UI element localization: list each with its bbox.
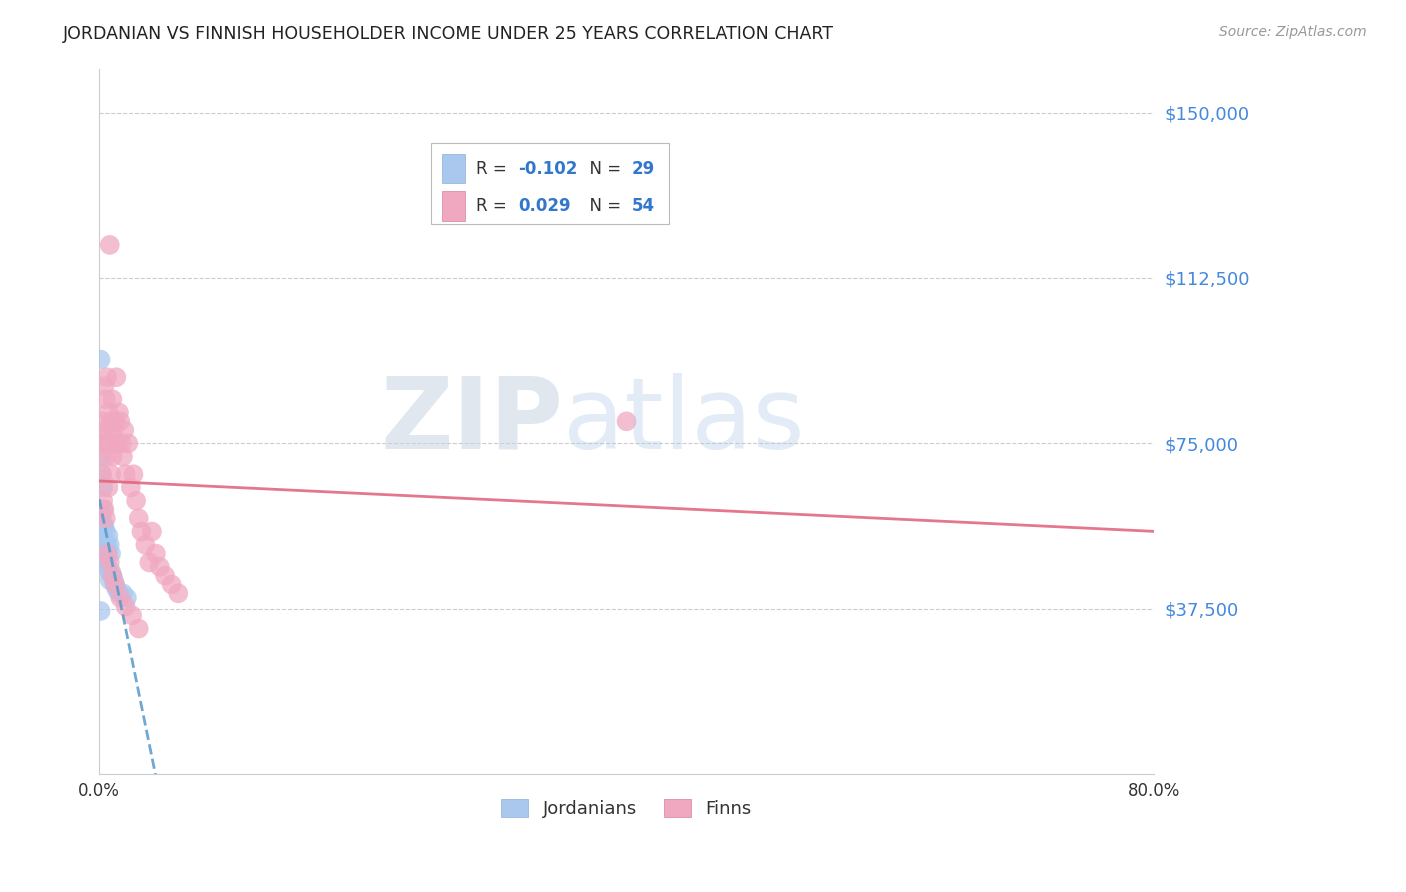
Point [96,547,118,561]
Point [104,414,127,428]
Point [96,436,118,450]
Point [138,556,160,570]
Point [97,564,120,578]
Point [110,591,132,605]
Point [89,352,111,367]
Point [100,467,122,482]
Point [97,423,120,437]
Point [94,511,117,525]
Point [100,414,122,428]
Text: JORDANIAN VS FINNISH HOUSEHOLDER INCOME UNDER 25 YEARS CORRELATION CHART: JORDANIAN VS FINNISH HOUSEHOLDER INCOME … [63,25,834,43]
Bar [441,191,465,220]
Point [125,493,148,508]
Point [103,423,125,437]
Point [114,467,136,482]
Point [90,467,112,482]
Point [131,524,153,539]
Text: N =: N = [579,160,627,178]
Point [93,520,115,534]
Text: 0.029: 0.029 [517,197,571,215]
Point [90,467,112,482]
Point [105,582,128,596]
Point [91,414,114,428]
Point [104,577,127,591]
Point [101,450,124,464]
Text: 29: 29 [631,160,655,178]
Text: -0.102: -0.102 [517,160,578,178]
Point [93,542,115,557]
Point [97,529,120,543]
Point [94,524,117,539]
Text: Source: ZipAtlas.com: Source: ZipAtlas.com [1219,25,1367,39]
Point [96,559,118,574]
Point [98,436,121,450]
Point [110,436,132,450]
Point [91,436,114,450]
FancyBboxPatch shape [432,143,669,224]
Point [108,586,131,600]
Point [100,547,122,561]
Point [108,405,131,419]
Point [97,480,120,494]
Point [98,538,121,552]
Point [107,436,129,450]
Point [94,547,117,561]
Point [145,547,167,561]
Point [115,591,138,605]
Point [114,599,136,614]
Point [89,604,111,618]
Point [141,524,163,539]
Point [105,370,128,384]
Text: R =: R = [475,197,512,215]
Point [120,480,142,494]
Point [97,547,120,561]
Point [91,502,114,516]
Bar [441,153,465,184]
Point [91,480,114,494]
Text: R =: R = [475,160,512,178]
Point [91,493,114,508]
Point [149,559,172,574]
Point [98,556,121,570]
Point [121,608,143,623]
Point [128,622,150,636]
Point [104,577,127,591]
Point [134,538,156,552]
Point [122,467,145,482]
Point [111,586,134,600]
Point [94,392,117,407]
Text: ZIP: ZIP [381,373,564,470]
Point [103,573,125,587]
Point [98,238,121,252]
Point [101,568,124,582]
Point [94,556,117,570]
Point [616,414,638,428]
Point [160,577,183,591]
Point [93,502,115,516]
Point [128,511,150,525]
Point [93,379,115,393]
Point [96,538,118,552]
Point [101,392,124,407]
Point [101,568,124,582]
Point [93,533,115,548]
Text: atlas: atlas [564,373,804,470]
Point [91,516,114,530]
Point [90,450,112,464]
Point [111,450,134,464]
Point [117,436,139,450]
Point [167,586,190,600]
Point [98,573,121,587]
Point [110,414,132,428]
Point [97,405,120,419]
Legend: Jordanians, Finns: Jordanians, Finns [494,791,759,825]
Point [94,450,117,464]
Point [93,423,115,437]
Point [96,370,118,384]
Point [112,423,135,437]
Text: N =: N = [579,197,627,215]
Point [100,564,122,578]
Point [153,568,176,582]
Text: 54: 54 [631,197,655,215]
